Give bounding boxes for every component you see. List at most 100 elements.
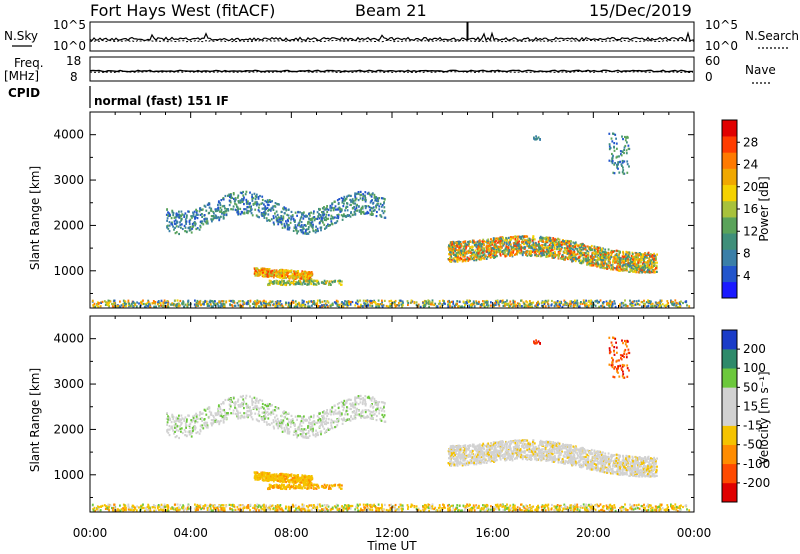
- echo-cell: [355, 301, 357, 304]
- echo-cell: [267, 200, 269, 203]
- freq-label: Freq.: [14, 56, 44, 70]
- echo-cell: [373, 193, 376, 196]
- echo-cell: [258, 203, 261, 206]
- echo-cell: [557, 244, 560, 248]
- echo-cell: [545, 250, 548, 253]
- echo-cell: [466, 243, 469, 246]
- echo-cell: [526, 304, 529, 307]
- echo-cell: [686, 304, 688, 307]
- echo-cell: [250, 205, 252, 208]
- echo-cell: [479, 258, 482, 261]
- echo-cell: [453, 304, 456, 307]
- velocity-scatter-cells: [91, 336, 691, 513]
- echo-cell: [502, 301, 505, 304]
- echo-cell: [544, 245, 547, 248]
- echo-cell: [363, 212, 366, 215]
- echo-cell: [189, 226, 192, 229]
- echo-cell: [370, 200, 373, 203]
- echo-cell: [187, 226, 190, 230]
- echo-cell: [319, 301, 322, 304]
- echo-cell: [321, 220, 324, 223]
- echo-cell: [474, 253, 477, 256]
- echo-cell: [547, 304, 550, 307]
- echo-cell: [564, 248, 566, 251]
- freq-left-tick-top: 18: [66, 54, 81, 68]
- echo-cell: [285, 222, 288, 225]
- echo-cell: [197, 304, 199, 307]
- echo-cell: [623, 259, 625, 263]
- echo-cell: [533, 245, 535, 249]
- echo-cell: [219, 206, 222, 209]
- echo-cell: [627, 136, 629, 139]
- echo-cell: [525, 250, 528, 253]
- echo-cell: [183, 215, 186, 218]
- echo-cell: [310, 225, 313, 228]
- echo-cell: [550, 304, 553, 307]
- echo-cell: [572, 302, 575, 305]
- echo-cell: [448, 248, 451, 252]
- echo-cell: [272, 272, 275, 275]
- cpid-text: normal (fast) 151 IF: [94, 94, 229, 108]
- echo-cell: [269, 274, 272, 277]
- echo-cell: [651, 256, 654, 259]
- echo-cell: [547, 245, 550, 248]
- echo-cell: [629, 299, 631, 302]
- echo-cell: [268, 208, 271, 211]
- echo-cell: [142, 299, 144, 302]
- echo-cell: [145, 303, 148, 306]
- echo-cell: [292, 217, 295, 221]
- echo-cell: [283, 269, 286, 272]
- echo-cell: [267, 273, 269, 276]
- echo-cell: [506, 249, 509, 252]
- echo-cell: [460, 249, 462, 252]
- echo-cell: [578, 244, 580, 247]
- echo-cell: [604, 266, 607, 270]
- echo-cell: [627, 263, 629, 266]
- echo-cell: [388, 300, 391, 303]
- echo-cell: [588, 258, 591, 261]
- echo-cell: [615, 252, 618, 255]
- echo-cell: [282, 275, 285, 278]
- echo-cell: [168, 212, 170, 215]
- echo-cell: [295, 283, 297, 286]
- echo-cell: [640, 264, 642, 267]
- echo-cell: [177, 305, 180, 308]
- echo-cell: [319, 214, 322, 217]
- echo-cell: [522, 251, 525, 254]
- echo-cell: [608, 302, 611, 305]
- echo-cell: [565, 252, 568, 255]
- echo-cell: [320, 226, 323, 229]
- echo-cell: [630, 254, 633, 257]
- echo-cell: [564, 258, 566, 261]
- echo-cell: [475, 243, 478, 246]
- echo-cell: [319, 208, 321, 211]
- echo-cell: [97, 305, 99, 309]
- echo-cell: [269, 300, 272, 303]
- echo-cell: [582, 260, 584, 263]
- echo-cell: [321, 207, 324, 210]
- echo-cell: [654, 261, 656, 264]
- nsky-panel: N.Sky 10^5 10^0 10^5 10^0 N.Search: [4, 18, 799, 53]
- echo-cell: [626, 141, 628, 144]
- echo-cell: [543, 243, 546, 246]
- echo-cell: [574, 247, 577, 250]
- echo-cell: [672, 302, 675, 305]
- echo-cell: [537, 240, 540, 243]
- echo-cell: [220, 303, 223, 306]
- echo-cell: [532, 236, 534, 239]
- echo-cell: [467, 251, 470, 254]
- echo-cell: [398, 299, 401, 302]
- echo-cell: [170, 222, 173, 225]
- echo-cell: [475, 301, 478, 304]
- echo-cell: [296, 276, 298, 279]
- echo-cell: [640, 253, 642, 256]
- echo-cell: [278, 218, 280, 221]
- echo-cell: [575, 243, 578, 246]
- echo-cell: [510, 303, 512, 306]
- echo-cell: [197, 302, 199, 305]
- echo-cell: [279, 282, 281, 285]
- echo-cell: [456, 260, 459, 263]
- echo-cell: [569, 240, 572, 243]
- echo-cell: [450, 260, 452, 263]
- echo-cell: [613, 146, 615, 149]
